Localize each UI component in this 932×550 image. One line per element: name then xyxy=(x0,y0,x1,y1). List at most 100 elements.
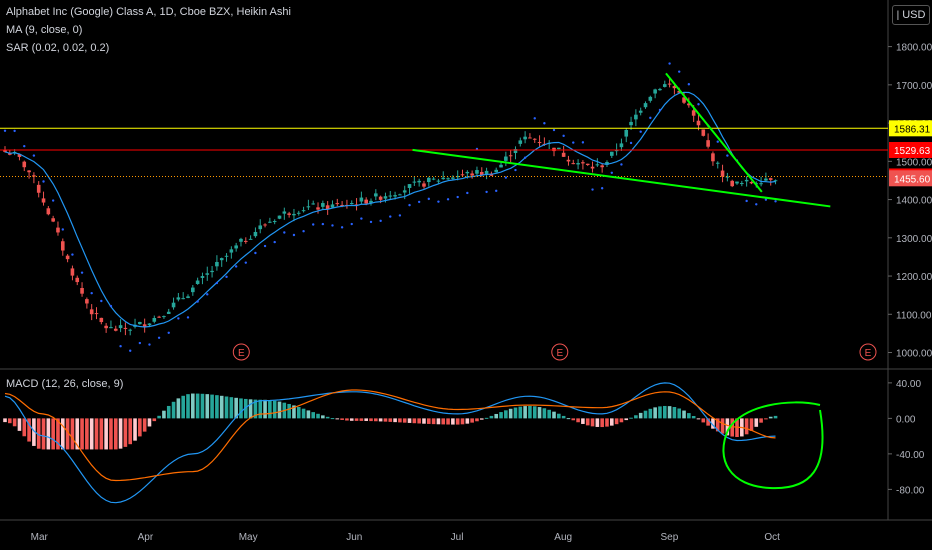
sar-dot xyxy=(533,117,536,120)
candle-body xyxy=(195,280,200,284)
price-tick-label: 1500.00 xyxy=(896,157,932,168)
candle-body xyxy=(523,136,527,140)
candle-body xyxy=(706,140,710,147)
macd-histogram-bar xyxy=(479,418,484,420)
candle-body xyxy=(142,324,147,327)
candle-body xyxy=(720,170,725,177)
sar-dot xyxy=(417,200,421,204)
sar-dot xyxy=(350,222,353,226)
candle-body xyxy=(335,203,340,205)
candle-body xyxy=(677,91,682,93)
macd-histogram-bar xyxy=(412,418,417,424)
sar-dot xyxy=(340,226,344,229)
sar-dot xyxy=(51,199,55,202)
candle-body xyxy=(475,170,479,174)
time-tick-label: Oct xyxy=(764,532,780,543)
candle-body xyxy=(27,170,31,173)
candle-body xyxy=(147,323,152,326)
macd-histogram-bar xyxy=(754,418,759,427)
candle-body xyxy=(3,149,7,152)
macd-histogram-bar xyxy=(3,418,7,423)
macd-histogram-bar xyxy=(234,397,238,419)
candle-body xyxy=(296,212,301,214)
candle-body xyxy=(499,164,503,168)
macd-histogram-bar xyxy=(715,418,720,432)
candle-body xyxy=(75,277,80,283)
candle-body xyxy=(46,208,51,215)
macd-histogram-bar xyxy=(634,415,638,419)
macd-histogram-bar xyxy=(768,416,773,419)
sar-dot xyxy=(687,83,691,86)
sar-dot xyxy=(273,240,276,244)
macd-histogram-bar xyxy=(759,418,763,423)
sar-dot xyxy=(649,116,652,120)
candle-body xyxy=(181,298,185,300)
macd-histogram-bar xyxy=(648,408,653,419)
macd-histogram-bar xyxy=(508,408,513,419)
candle-body xyxy=(725,176,730,178)
candle-body xyxy=(359,197,364,202)
candle-body xyxy=(94,313,99,315)
candle-body xyxy=(662,84,667,87)
macd-histogram-bar xyxy=(374,418,378,422)
macd-histogram-bar xyxy=(224,396,229,419)
sar-dot xyxy=(408,203,411,207)
candle-body xyxy=(465,171,470,174)
candle-body xyxy=(292,213,296,216)
candle-body xyxy=(735,181,739,184)
sar-dot xyxy=(379,219,382,223)
macd-histogram-bar xyxy=(455,418,460,425)
candle-body xyxy=(561,152,566,157)
earnings-marker-label: E xyxy=(556,348,563,359)
macd-histogram-bar xyxy=(383,418,388,422)
macd-histogram-bar xyxy=(547,409,551,419)
macd-histogram-bar xyxy=(75,418,80,450)
sar-dot xyxy=(360,217,363,220)
macd-histogram-bar xyxy=(335,418,340,420)
sar-dot xyxy=(100,299,103,303)
sar-dot xyxy=(148,343,151,346)
macd-histogram-bar xyxy=(311,412,316,419)
candle-body xyxy=(354,204,359,206)
candle-body xyxy=(301,210,306,212)
candle-body xyxy=(730,180,734,187)
macd-histogram-bar xyxy=(513,407,518,419)
macd-histogram-bar xyxy=(446,418,450,425)
candle-body xyxy=(205,273,210,275)
macd-histogram-bar xyxy=(301,408,306,419)
candle-body xyxy=(653,89,657,94)
currency-button[interactable]: | USD xyxy=(892,5,930,25)
macd-histogram-bar xyxy=(272,400,277,419)
candle-body xyxy=(566,159,571,162)
sar-dot xyxy=(678,70,681,73)
candle-body xyxy=(186,296,190,298)
macd-histogram-bar xyxy=(672,406,677,419)
candle-body xyxy=(759,183,763,185)
macd-histogram-bar xyxy=(624,418,629,421)
macd-histogram-bar xyxy=(60,418,65,450)
macd-histogram-bar xyxy=(277,401,282,419)
sar-dot xyxy=(523,156,527,159)
macd-histogram-bar xyxy=(166,405,171,419)
sar-dot xyxy=(321,222,325,226)
macd-histogram-bar xyxy=(85,418,89,450)
macd-histogram-bar xyxy=(711,418,715,429)
price-label-box xyxy=(889,141,932,158)
macd-histogram-bar xyxy=(576,418,580,423)
sar-dot xyxy=(283,231,286,234)
time-tick-label: May xyxy=(239,532,258,543)
candle-body xyxy=(253,231,258,237)
macd-histogram-bar xyxy=(687,413,691,419)
macd-histogram-bar xyxy=(248,399,253,419)
sar-dot xyxy=(3,129,7,133)
sar-dot xyxy=(543,122,546,125)
candle-body xyxy=(422,183,426,187)
candle-body xyxy=(696,120,701,126)
sar-dot xyxy=(572,141,575,144)
macd-histogram-bar xyxy=(191,393,195,419)
candle-body xyxy=(138,321,142,325)
macd-histogram-bar xyxy=(436,418,441,425)
candle-body xyxy=(624,129,629,137)
candle-body xyxy=(576,163,580,165)
